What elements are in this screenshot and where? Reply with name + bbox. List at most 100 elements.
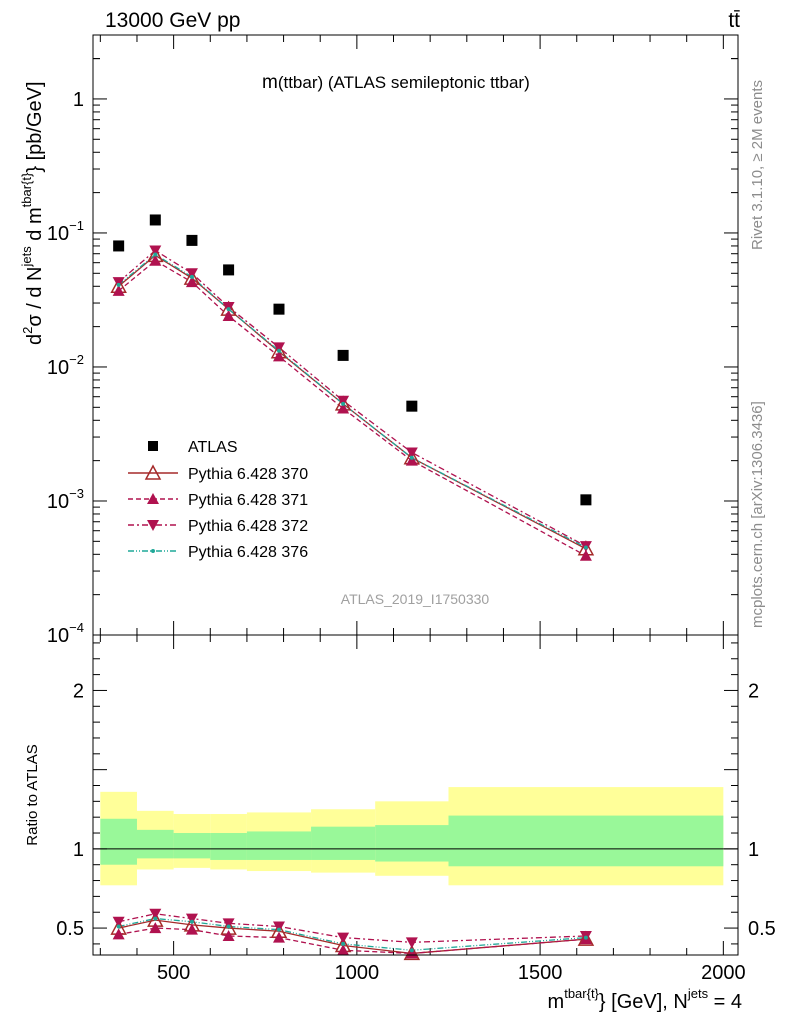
ratio-point-pythia-6-428-371	[222, 929, 235, 941]
main-line-pythia-6-428-376	[118, 253, 587, 549]
main-y-tick-base: 1	[73, 89, 84, 111]
ylabel-d: d	[24, 334, 46, 345]
main-point-atlas	[337, 349, 349, 361]
ratio-point-pythia-6-428-372	[222, 918, 235, 930]
main-y-tick-label: 10−1	[47, 218, 84, 245]
main-title: m(ttbar) (ATLAS semileptonic ttbar)	[262, 72, 530, 93]
legend-label-376: Pythia 6.428 376	[188, 544, 308, 561]
ylabel-mid: / d N	[24, 267, 46, 315]
legend-label-370: Pythia 6.428 370	[188, 466, 308, 483]
ratio-band-inner	[448, 815, 724, 867]
main-point-pythia-6-428-371	[149, 254, 162, 266]
main-point-pythia-6-428-376	[583, 545, 588, 550]
legend-marker-372	[147, 520, 159, 531]
main-point-pythia-6-428-371	[579, 549, 592, 561]
main-y-tick-exp: −2	[69, 352, 84, 367]
x-tick-label: 1000	[335, 962, 380, 984]
main-point-pythia-6-428-371	[222, 310, 235, 322]
ratio-point-pythia-6-428-371	[405, 947, 418, 959]
main-y-tick-base: 10	[47, 491, 69, 513]
legend-label-371: Pythia 6.428 371	[188, 492, 308, 509]
ratio-point-pythia-6-428-372	[272, 921, 285, 933]
ratio-point-pythia-6-428-371	[272, 931, 285, 943]
ratio-band-inner	[136, 829, 174, 859]
ratio-point-pythia-6-428-376	[583, 935, 588, 940]
main-point-pythia-6-428-376	[409, 455, 414, 460]
x-axis-label: mtbar{t}} [GeV], Njets = 4	[548, 986, 742, 1013]
main-y-tick-label: 10−3	[47, 486, 84, 513]
ratio-point-pythia-6-428-376	[409, 948, 414, 953]
ratio-band-inner	[210, 833, 247, 860]
ratio-point-pythia-6-428-376	[341, 941, 346, 946]
xlabel-sup-jets: jets	[687, 986, 709, 1001]
legend-label-atlas: ATLAS	[188, 439, 238, 456]
ratio-point-pythia-6-428-371	[149, 922, 162, 934]
ratio-point-pythia-6-428-376	[276, 927, 281, 932]
main-title-m: m	[262, 72, 278, 93]
x-tick-label: 500	[157, 962, 190, 984]
ylabel-sup2: 2	[20, 327, 35, 334]
ratio-line-pythia-6-428-376	[118, 917, 586, 951]
main-point-atlas	[149, 214, 161, 226]
ratio-band-inner	[311, 826, 376, 860]
legend-entry-376: Pythia 6.428 376	[128, 544, 308, 561]
ratio-line-pythia-6-428-371	[118, 927, 586, 955]
main-line-pythia-6-428-371	[118, 259, 587, 557]
ratio-point-pythia-6-428-370	[403, 944, 421, 961]
legend-marker-atlas	[148, 441, 158, 451]
ratio-y-tick-label-right: 0.5	[748, 918, 776, 940]
legend-entry-371: Pythia 6.428 371	[128, 492, 308, 509]
ratio-point-pythia-6-428-370	[577, 930, 595, 946]
ratio-point-pythia-6-428-372	[112, 916, 125, 928]
main-point-pythia-6-428-376	[189, 274, 194, 279]
main-point-pythia-6-428-372	[405, 447, 418, 459]
ylabel-unit: } [pb/GeV]	[24, 81, 46, 172]
main-point-pythia-6-428-372	[185, 268, 198, 280]
legend-entry-atlas: ATLAS	[148, 439, 238, 456]
ratio-point-pythia-6-428-372	[149, 908, 162, 920]
main-y-tick-base: 10	[47, 223, 69, 245]
ratio-frame	[92, 634, 739, 956]
ratio-ylabel: Ratio to ATLAS	[24, 744, 41, 845]
main-point-pythia-6-428-371	[337, 402, 350, 414]
main-y-tick-label: 10−4	[47, 620, 84, 647]
legend-marker-371	[147, 493, 159, 504]
main-point-pythia-6-428-376	[341, 401, 346, 406]
xlabel-rest: } [GeV], N	[599, 991, 688, 1013]
legend-label-372: Pythia 6.428 372	[188, 518, 308, 535]
ratio-y-tick-label-right: 2	[748, 680, 759, 702]
main-point-atlas	[273, 303, 285, 315]
main-point-pythia-6-428-372	[112, 277, 125, 289]
legend-marker-376	[151, 549, 155, 553]
main-line-pythia-6-428-372	[118, 249, 587, 547]
legend-marker-370	[144, 464, 162, 480]
ratio-point-pythia-6-428-371	[337, 944, 350, 956]
main-ylabel: d2σ / d Njets d mtbar{t}} [pb/GeV]	[19, 81, 46, 345]
xlabel-sup-tbar: tbar{t}	[564, 986, 599, 1001]
main-point-pythia-6-428-376	[116, 282, 121, 287]
main-point-pythia-6-428-376	[226, 307, 231, 312]
main-y-tick-base: 10	[47, 625, 69, 647]
main-point-pythia-6-428-372	[272, 342, 285, 354]
main-y-tick-exp: −3	[69, 486, 84, 501]
analysis-label: ATLAS_2019_I1750330	[341, 591, 490, 607]
main-point-pythia-6-428-372	[337, 395, 350, 407]
x-tick-label: 1500	[518, 962, 563, 984]
main-point-atlas	[186, 234, 198, 246]
main-title-rest: (ttbar) (ATLAS semileptonic ttbar)	[278, 73, 530, 92]
main-y-tick-exp: −1	[69, 218, 84, 233]
main-point-pythia-6-428-371	[185, 276, 198, 288]
rivet-label: Rivet 3.1.10, ≥ 2M events	[749, 80, 766, 250]
xlabel-m: m	[548, 991, 565, 1013]
ratio-y-tick-label-right: 1	[748, 839, 759, 861]
main-y-tick-exp: −4	[69, 620, 84, 635]
xlabel-tail: = 4	[708, 991, 742, 1013]
main-point-pythia-6-428-376	[276, 348, 281, 353]
ratio-band-inner	[375, 825, 449, 862]
energy-label: 13000 GeV pp	[105, 9, 240, 32]
process-label: tt̄	[728, 9, 740, 32]
mcplots-label: mcplots.cern.ch [arXiv:1306.3436]	[749, 401, 766, 628]
ratio-point-pythia-6-428-372	[405, 937, 418, 949]
ratio-y-tick-label: 1	[73, 839, 84, 861]
